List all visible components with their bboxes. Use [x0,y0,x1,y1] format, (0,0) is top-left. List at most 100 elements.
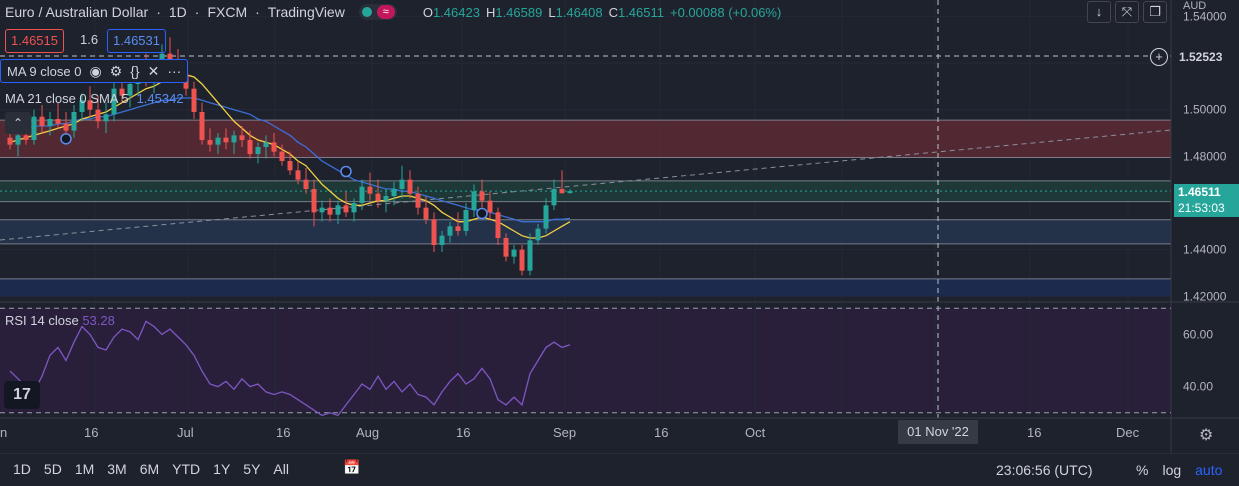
candle-body [247,140,253,154]
candle-body [295,170,301,180]
interval-label[interactable]: 1D [168,4,187,20]
market-status-toggle[interactable]: ≈ [358,4,397,20]
gear-icon[interactable]: ⚙ [109,62,123,79]
countdown-badge: 21:53:03 [1174,200,1239,217]
tradingview-logo-icon[interactable]: 17 [4,381,40,409]
candle-body [279,151,285,161]
candle-body [31,116,37,140]
candle-body [383,196,389,201]
ohlc-values: O1.46423 H1.46589 L1.46408 C1.46511 +0.0… [423,5,781,20]
candle-body [231,135,237,143]
open-value: 1.46423 [432,4,480,20]
indicator-ma9[interactable]: MA 9 close 0 ◉ ⚙ {} ✕ ··· [0,59,189,83]
bottom-toolbar: 1D 5D 1M 3M 6M YTD 1Y 5Y All 📅 23:06:56 … [0,453,1239,486]
rsi-value: 53.28 [82,313,115,328]
range-1d[interactable]: 1D [13,461,31,477]
candle-body [127,84,133,96]
range-5y[interactable]: 5Y [243,461,261,477]
range-1m[interactable]: 1M [74,461,95,477]
maximize-icon[interactable]: ❐ [1143,1,1167,23]
crosshair-date-badge: 01 Nov '22 [898,420,978,444]
candle-body [375,193,381,201]
time-tick-label: 16 [1027,425,1041,440]
candle-body [567,191,573,194]
candle-body [399,179,405,189]
time-tick-label: n [0,425,7,440]
ma21-label: MA 21 close 0 SMA 5 [5,90,129,106]
range-5d[interactable]: 5D [43,461,62,477]
candle-body [487,200,493,213]
source-code-icon[interactable]: {} [130,63,140,79]
settings-gear-icon[interactable]: ⚙ [1199,427,1214,444]
candle-body [287,161,293,171]
candle-body [543,205,549,229]
ma-cross-marker [60,133,72,145]
eye-icon[interactable]: ◉ [89,62,102,79]
collapse-legend-button[interactable]: ⌃ [5,112,31,134]
candle-body [455,226,461,231]
candle-body [111,88,117,115]
candle-body [343,205,349,213]
candle-body [423,207,429,220]
close-icon[interactable]: ✕ [147,62,160,79]
candle-body [407,179,413,194]
candle-body [495,212,501,238]
candle-body [447,226,453,236]
candle-body [535,228,541,241]
symbol-title[interactable]: Euro / Australian Dollar [5,4,149,20]
percent-toggle[interactable]: % [1136,462,1149,478]
close-value: 1.46511 [617,4,664,20]
candle-body [263,142,269,147]
candle-body [215,137,221,145]
ma-cross-marker [476,207,488,220]
range-1y[interactable]: 1Y [213,461,231,477]
time-tick-label: 16 [276,425,290,440]
time-tick-label: Jul [177,425,194,440]
low-value: 1.46408 [555,4,603,20]
calendar-goto-icon[interactable]: 📅 [343,459,361,475]
candle-body [439,235,445,245]
candle-body [23,135,29,140]
candle-body [47,119,53,126]
trend-line [0,129,1172,241]
rsi-legend[interactable]: RSI 14 close 53.28 [5,313,115,328]
time-tick-label: 16 [84,425,98,440]
candle-body [351,203,357,213]
indicator-ma21[interactable]: MA 21 close 0 SMA 5 1.45342 [5,87,184,109]
range-3m[interactable]: 3M [107,461,127,477]
auto-toggle[interactable]: auto [1195,462,1223,478]
candle-body [311,189,317,213]
candle-body [95,109,101,122]
price-tick-label: 1.48000 [1183,149,1227,163]
time-tick-label: Sep [553,425,576,440]
sell-button[interactable]: 1.46515 [5,29,64,53]
candle-body [87,100,93,110]
chart-canvas[interactable]: 1.540001.520001.500001.480001.440001.420… [0,0,1239,453]
range-6m[interactable]: 6M [139,461,160,477]
high-value: 1.46589 [495,4,543,20]
candle-body [319,207,325,213]
candle-body [463,210,469,231]
scale-options: % log auto [1136,462,1222,478]
arrow-down-icon[interactable]: ↓ [1087,1,1111,23]
range-all[interactable]: All [273,461,289,477]
more-icon[interactable]: ··· [167,63,182,79]
range-ytd[interactable]: YTD [172,461,201,477]
candle-body [103,114,109,122]
candle-body [367,186,373,194]
candle-body [431,219,437,245]
candle-body [271,142,277,152]
rsi-band-fill [0,308,1171,413]
utc-clock[interactable]: 23:06:56 (UTC) [996,462,1093,478]
price-tick-label: 1.44000 [1183,243,1227,257]
add-alert-icon[interactable]: + [1150,48,1168,66]
buy-button[interactable]: 1.46531 [107,29,166,53]
currency-label[interactable]: AUD [1183,0,1207,12]
log-toggle[interactable]: log [1162,462,1182,478]
expand-icon[interactable]: ⤧ [1115,1,1139,23]
high-label: H [485,4,496,20]
candle-body [519,249,525,271]
candle-body [199,112,205,140]
symbol-legend: Euro / Australian Dollar · 1D · FXCM · T… [5,4,782,20]
market-open-dot-icon [361,7,372,17]
